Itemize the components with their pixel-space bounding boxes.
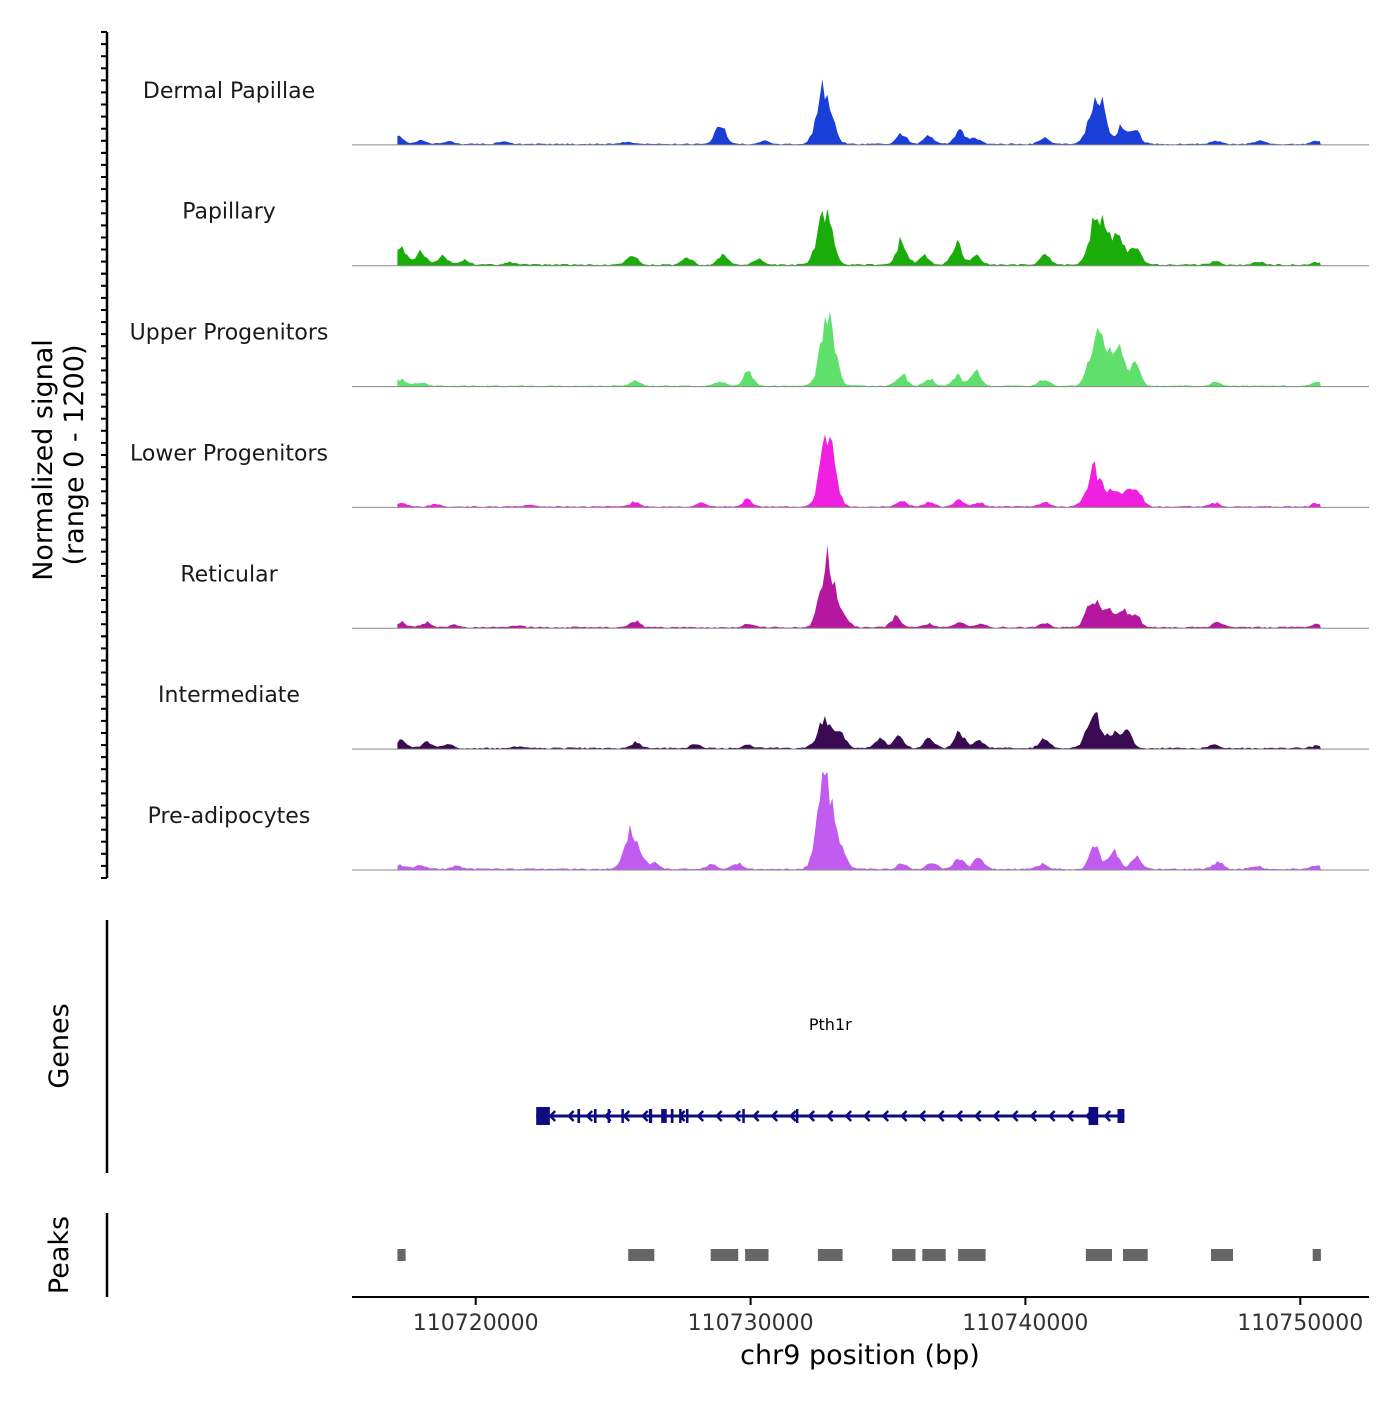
gene-strand-arrow bbox=[640, 1110, 649, 1122]
gene-strand-arrow bbox=[548, 1110, 557, 1122]
gene-strand-arrow bbox=[622, 1110, 631, 1122]
gene-exon bbox=[577, 1109, 581, 1123]
track-papillary: Papillary bbox=[182, 200, 1369, 267]
gene-strand-arrow bbox=[714, 1110, 723, 1122]
gene-strand-arrow bbox=[1103, 1110, 1112, 1122]
gene-exon bbox=[670, 1109, 674, 1123]
gene-exon bbox=[795, 1109, 799, 1123]
gene-strand-arrow bbox=[1066, 1110, 1075, 1122]
gene-strand-arrow bbox=[992, 1110, 1001, 1122]
gene-strand-arrow bbox=[936, 1110, 945, 1122]
track-upper-progenitors: Upper Progenitors bbox=[130, 311, 1369, 388]
gene-exon bbox=[648, 1109, 653, 1123]
gene-name-label: Pth1r bbox=[809, 1015, 852, 1034]
gene-strand-arrow bbox=[899, 1110, 908, 1122]
track-label-reticular: Reticular bbox=[180, 562, 278, 587]
gene-exon bbox=[1117, 1109, 1125, 1123]
x-tick-label: 110720000 bbox=[413, 1311, 539, 1336]
gene-strand-arrow bbox=[862, 1110, 871, 1122]
track-label-papillary: Papillary bbox=[182, 200, 276, 225]
track-intermediate: Intermediate bbox=[158, 683, 1369, 750]
signal-area-dermal-papillae bbox=[397, 79, 1321, 145]
gene-strand-arrow bbox=[881, 1110, 890, 1122]
track-pre-adipocytes: Pre-adipocytes bbox=[148, 771, 1369, 871]
track-reticular: Reticular bbox=[180, 545, 1369, 629]
signal-area-papillary bbox=[397, 208, 1321, 266]
peak-region bbox=[1312, 1249, 1321, 1261]
gene-exon bbox=[607, 1109, 611, 1123]
gene-strand-arrow bbox=[733, 1110, 742, 1122]
peak-region bbox=[397, 1249, 406, 1261]
signal-axis-label-line1: Normalized signal bbox=[28, 339, 59, 581]
gene-exon bbox=[1088, 1107, 1099, 1125]
gene-exon bbox=[686, 1109, 689, 1123]
x-axis-label: chr9 position (bp) bbox=[740, 1340, 980, 1371]
gene-strand-arrow bbox=[751, 1110, 760, 1122]
x-tick-label: 110750000 bbox=[1237, 1311, 1363, 1336]
peak-region bbox=[958, 1249, 986, 1261]
peaks-axis-label: Peaks bbox=[44, 1216, 75, 1294]
gene-strand-arrow bbox=[825, 1110, 834, 1122]
track-label-dermal-papillae: Dermal Papillae bbox=[143, 79, 315, 104]
x-axis-ticks: 110720000 110730000 110740000 110750000 bbox=[413, 1297, 1363, 1336]
track-label-upper-progenitors: Upper Progenitors bbox=[130, 321, 329, 346]
signal-area-pre-adipocytes bbox=[397, 771, 1321, 870]
signal-area-reticular bbox=[397, 545, 1321, 629]
gene-exon bbox=[742, 1109, 745, 1123]
signal-area-lower-progenitors bbox=[397, 434, 1321, 508]
gene-track bbox=[536, 1107, 1125, 1125]
gene-strand-arrow bbox=[566, 1110, 575, 1122]
peak-region bbox=[710, 1249, 739, 1261]
gene-exon bbox=[621, 1109, 624, 1123]
gene-strand-arrow bbox=[1010, 1110, 1019, 1122]
gene-exon bbox=[536, 1107, 550, 1125]
signal-tracks: Dermal Papillae Papillary Upper Progenitor… bbox=[130, 79, 1369, 871]
gene-strand-arrow bbox=[1029, 1110, 1038, 1122]
genes-axis-label: Genes bbox=[44, 1003, 75, 1088]
gene-strand-arrow bbox=[585, 1110, 594, 1122]
x-tick-label: 110730000 bbox=[688, 1311, 814, 1336]
gene-strand-arrow bbox=[1047, 1110, 1056, 1122]
gene-strand-arrow bbox=[770, 1110, 779, 1122]
track-dermal-papillae: Dermal Papillae bbox=[143, 79, 1369, 146]
gene-strand-arrow bbox=[807, 1110, 816, 1122]
x-tick-label: 110740000 bbox=[962, 1311, 1088, 1336]
peaks-track bbox=[397, 1249, 1321, 1261]
peak-region bbox=[745, 1249, 769, 1261]
gene-strand-arrow bbox=[973, 1110, 982, 1122]
gene-exon bbox=[661, 1109, 667, 1123]
signal-area-intermediate bbox=[397, 712, 1321, 750]
gene-exon bbox=[679, 1109, 682, 1123]
signal-axis-label-line2: (range 0 - 1200) bbox=[59, 345, 90, 566]
signal-axis bbox=[101, 31, 109, 879]
signal-area-upper-progenitors bbox=[397, 311, 1321, 387]
peak-region bbox=[1085, 1249, 1112, 1261]
peak-region bbox=[1123, 1249, 1148, 1261]
track-label-intermediate: Intermediate bbox=[158, 683, 300, 708]
gene-strand-arrow bbox=[844, 1110, 853, 1122]
track-label-pre-adipocytes: Pre-adipocytes bbox=[148, 804, 311, 829]
peak-region bbox=[1211, 1249, 1233, 1261]
gene-exon bbox=[593, 1109, 597, 1123]
gene-strand-arrow bbox=[918, 1110, 927, 1122]
gene-strand-arrow bbox=[696, 1110, 705, 1122]
peak-region bbox=[628, 1249, 655, 1261]
track-lower-progenitors: Lower Progenitors bbox=[130, 434, 1369, 508]
peak-region bbox=[817, 1249, 843, 1261]
gene-strand-arrow bbox=[788, 1110, 797, 1122]
gene-strand-arrow bbox=[955, 1110, 964, 1122]
track-label-lower-progenitors: Lower Progenitors bbox=[130, 441, 328, 466]
peak-region bbox=[892, 1249, 916, 1261]
peak-region bbox=[922, 1249, 946, 1261]
